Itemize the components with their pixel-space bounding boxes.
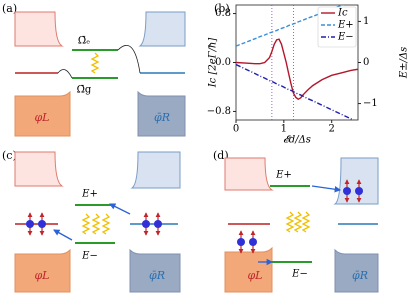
level-label: Ω̄g — [77, 85, 92, 96]
lead-gap — [14, 151, 64, 187]
y-tick-label: 0.0 — [215, 57, 231, 68]
phase-label: φL — [34, 111, 49, 124]
lead-gap — [138, 11, 186, 47]
level-label: Ω̄ₑ — [78, 36, 90, 47]
photon — [294, 211, 302, 233]
phase-label: φ̄R — [154, 111, 170, 124]
level-label: E− — [291, 269, 308, 280]
y2-axis-label: E±/Δs — [399, 47, 410, 79]
series-line — [236, 63, 356, 120]
panel-b: (b) 0 1 2 0.8 0.0 −0.8 1 0 −1 𝓔d/Δs Ic [2eΓ/ħ] E±/Δ… — [207, 2, 410, 146]
panel-label: (b) — [214, 2, 230, 15]
series-line — [236, 5, 345, 47]
electron — [142, 213, 150, 235]
phase-label: φ̄R — [352, 269, 368, 282]
electron — [154, 213, 162, 235]
lead-sea — [14, 248, 71, 293]
electron — [237, 231, 245, 253]
y2-tick-label: 1 — [363, 16, 369, 27]
electron — [38, 213, 46, 235]
panel-label: (a) — [2, 2, 17, 15]
transfer-arrow — [53, 229, 73, 241]
photon — [82, 213, 90, 235]
photon — [302, 211, 310, 233]
photon — [92, 213, 100, 235]
panel-c: (c) φL φ̄R E+ E− — [2, 149, 181, 293]
level-label: E+ — [81, 189, 98, 200]
x-tick-label: 1 — [281, 124, 287, 135]
x-tick-label: 2 — [328, 124, 334, 135]
panel-label: (c) — [2, 149, 17, 162]
legend-label: Ic — [337, 8, 348, 19]
lead-sea — [129, 248, 181, 293]
phase-label: φ̄R — [149, 269, 165, 282]
y-tick-label: 0.8 — [215, 8, 231, 19]
panel-a: (a) φL φ̄R Ω̄ₑ Ω̄g — [2, 2, 186, 137]
legend-label: E+ — [337, 20, 354, 31]
electron — [26, 213, 34, 235]
phase-label: φL — [34, 269, 49, 282]
level-label: E+ — [275, 170, 292, 181]
y-axis-label: Ic [2eΓ/ħ] — [208, 38, 219, 89]
legend-label: E− — [337, 32, 354, 43]
phase-label: φL — [247, 269, 262, 282]
lead-sea — [137, 90, 186, 137]
photon — [286, 211, 294, 233]
legend-box — [317, 6, 357, 48]
lead-sea — [14, 90, 71, 137]
y2-tick-label: −1 — [363, 98, 378, 109]
lead-sea — [224, 246, 273, 293]
transfer-arrow — [109, 203, 131, 215]
coupling — [57, 45, 141, 79]
level-label: E− — [81, 251, 98, 262]
series-line — [236, 38, 358, 101]
y-tick-label: −0.8 — [207, 106, 231, 117]
y2-tick-label: 0 — [363, 57, 369, 68]
lead-sea — [334, 248, 379, 293]
transfer-arrow — [311, 185, 342, 193]
lead-gap — [14, 11, 64, 47]
lead-gap — [130, 151, 181, 189]
lead-gap — [333, 157, 379, 205]
electron — [249, 231, 257, 253]
panel-d: (d) φL φ̄R E+ E− — [213, 149, 379, 293]
photon — [102, 213, 110, 235]
x-axis-label: 𝓔d/Δs — [283, 135, 311, 146]
lead-gap — [224, 157, 274, 191]
x-tick-label: 0 — [233, 124, 239, 135]
photon — [91, 52, 99, 74]
